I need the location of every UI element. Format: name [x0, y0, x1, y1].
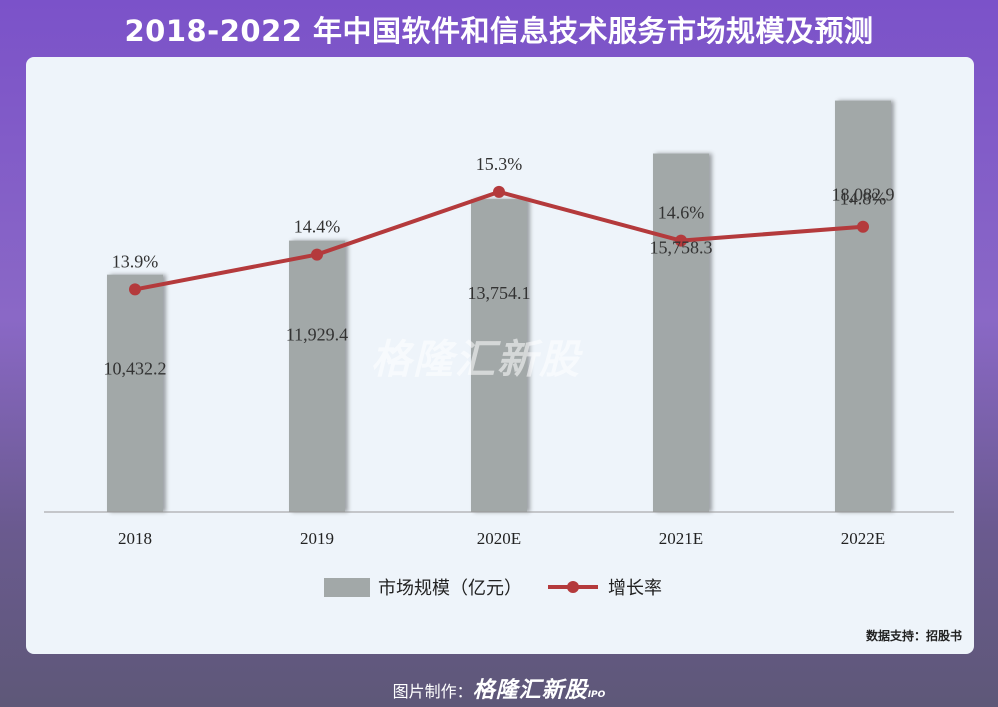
- legend-label-market-size: 市场规模（亿元）: [378, 578, 522, 599]
- x-tick-label-2018: 2018: [118, 529, 152, 548]
- legend-swatch-market-size: [324, 578, 370, 597]
- legend-label-growth-rate: 增长率: [608, 578, 662, 599]
- credit-prefix: 图片制作：: [392, 682, 473, 701]
- growth-rate-point-2019: [311, 248, 323, 261]
- x-tick-label-2022E: 2022E: [841, 529, 885, 548]
- watermark: 格隆汇新股: [371, 337, 581, 383]
- chart-svg: 10,432.2 11,929.4 13,754.1 15,758.3 18,082.9…: [44, 100, 954, 599]
- chart-card: 10,432.2 11,929.4 13,754.1 15,758.3 18,082.9…: [26, 57, 974, 654]
- source-note: 数据支持：招股书: [865, 629, 962, 643]
- x-tick-label-2020E: 2020E: [477, 529, 521, 548]
- growth-rate-point-2022E: [857, 220, 869, 233]
- x-tick-label-2021E: 2021E: [659, 529, 703, 548]
- x-tick-label-2019: 2019: [300, 529, 334, 548]
- chart-title: 2018-2022 年中国软件和信息技术服务市场规模及预测: [124, 14, 874, 48]
- credit-logo-suffix: IPO: [587, 690, 606, 700]
- bar-2018: [107, 274, 163, 512]
- growth-rate-point-2018: [129, 283, 141, 296]
- bar-value-label-2018: 10,432.2: [104, 359, 167, 379]
- bar-value-label-2020E: 13,754.1: [468, 283, 531, 303]
- bar-2020E: [471, 199, 527, 512]
- bar-value-label-2022E: 18,082.9: [832, 185, 895, 205]
- bar-value-label-2019: 11,929.4: [286, 325, 348, 345]
- growth-rate-label-2018: 13.9%: [112, 251, 159, 271]
- growth-rate-point-2021E: [675, 234, 687, 247]
- bar-2022E: [835, 100, 891, 513]
- growth-rate-label-2021E: 14.6%: [658, 203, 705, 223]
- growth-rate-label-2022E: 14.8%: [840, 189, 887, 209]
- bar-2019: [289, 240, 345, 513]
- bar-value-label-2021E: 15,758.3: [650, 237, 713, 257]
- legend-swatch-growth-marker: [567, 581, 579, 593]
- growth-rate-point-2020E: [493, 185, 505, 198]
- growth-rate-label-2019: 14.4%: [294, 217, 341, 237]
- bar-2021E: [653, 153, 709, 513]
- credit-logo: 格隆汇新股: [472, 678, 588, 703]
- growth-rate-label-2020E: 15.3%: [476, 154, 523, 174]
- image-credit: 图片制作：格隆汇新股IPO: [0, 672, 998, 704]
